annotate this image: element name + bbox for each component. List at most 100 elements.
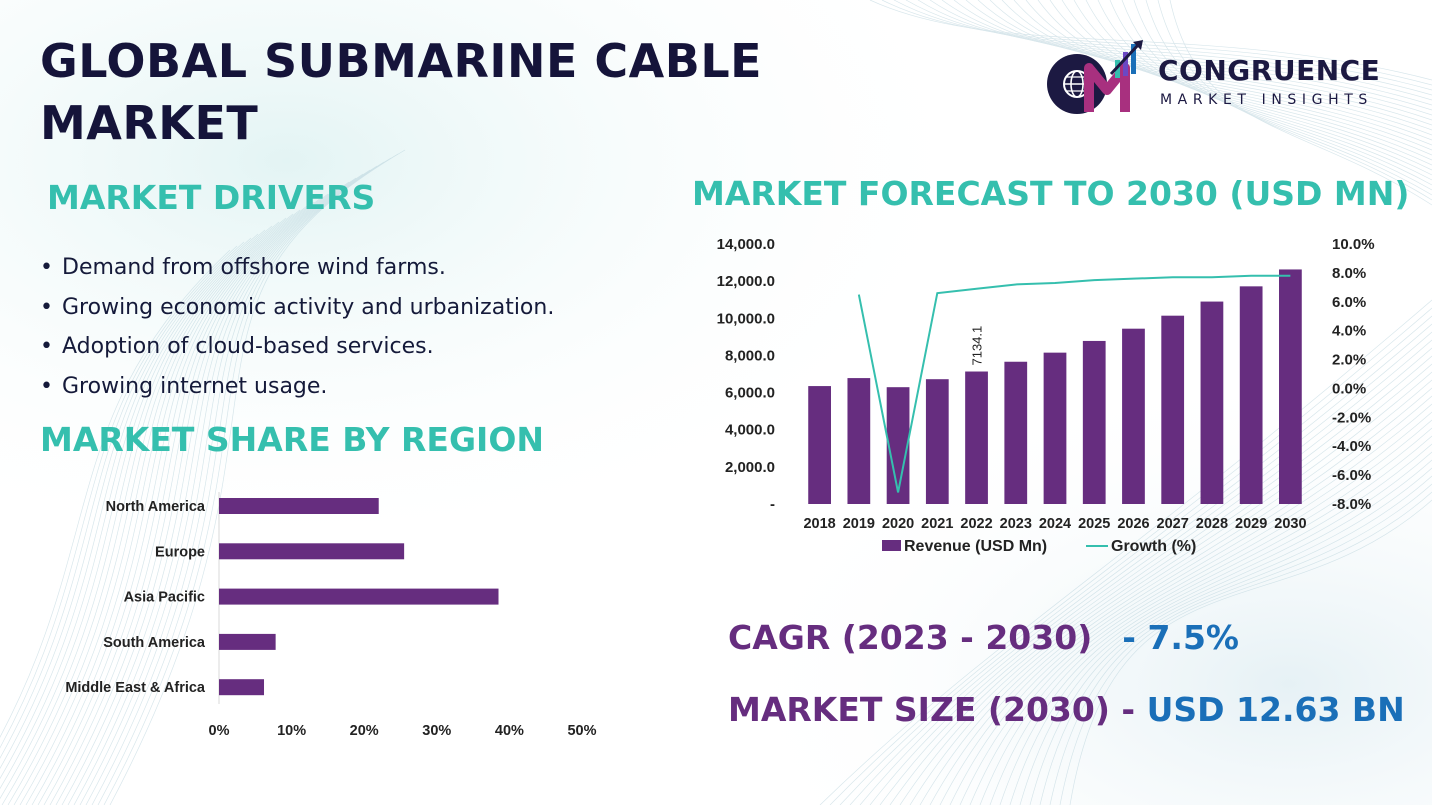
region-label: South America <box>103 635 206 651</box>
wave-line <box>917 0 1432 101</box>
wave-line <box>0 233 259 780</box>
wave-line <box>1133 0 1432 191</box>
driver-text: Growing economic activity and urbanizati… <box>62 294 555 320</box>
wave-line <box>939 395 1432 805</box>
wave-line <box>61 181 350 805</box>
page-title: GLOBAL SUBMARINE CABLE MARKET <box>40 34 763 150</box>
wave-line <box>941 0 1432 111</box>
logo-subtitle: MARKET INSIGHTS <box>1160 92 1373 108</box>
x-tick-label: 50% <box>567 723 596 739</box>
wave-line <box>899 363 1432 805</box>
wave-line <box>1049 483 1432 805</box>
legend-swatch-revenue <box>882 540 901 551</box>
wave-line <box>55 185 343 805</box>
wave-line <box>1049 0 1432 156</box>
wave-line <box>31 201 315 805</box>
wave-line <box>1001 0 1432 136</box>
wave-line <box>1061 0 1432 161</box>
bullet-icon: • <box>40 255 53 280</box>
bullet-icon: • <box>40 373 53 399</box>
cagr-value: - 7.5% <box>1122 618 1239 657</box>
cagr-stat: CAGR (2023 - 2030) - 7.5% <box>728 618 1239 657</box>
wave-line <box>869 339 1432 805</box>
driver-text: Demand from offshore wind farms. <box>62 255 446 280</box>
wave-line <box>79 169 371 805</box>
data-label: 7134.1 <box>970 326 985 366</box>
wave-line <box>0 241 245 759</box>
x-tick-label: 20% <box>350 723 379 739</box>
wave-line <box>859 331 1432 805</box>
wave-line <box>881 0 1432 86</box>
y-right-tick-label: 2.0% <box>1332 352 1366 369</box>
x-tick-label: 2020 <box>882 516 914 532</box>
revenue-bar <box>1161 315 1185 504</box>
wave-line <box>0 229 266 789</box>
region-bar <box>219 633 276 650</box>
wave-line <box>85 165 378 805</box>
y-left-tick-label: 6,000.0 <box>725 385 775 402</box>
y-left-tick-label: 12,000.0 <box>717 273 775 290</box>
legend-label-revenue: Revenue (USD Mn) <box>904 538 1047 555</box>
y-right-tick-label: 0.0% <box>1332 380 1366 397</box>
region-bar <box>219 679 265 696</box>
revenue-bar <box>1200 301 1224 504</box>
wave-line <box>1169 0 1432 206</box>
wave-line <box>969 419 1432 805</box>
y-left-tick-label: - <box>770 496 775 513</box>
revenue-bar <box>808 386 831 504</box>
region-label: Middle East & Africa <box>65 680 206 696</box>
wave-line <box>1 221 280 805</box>
list-item: • Adoption of cloud-based services. <box>40 329 554 369</box>
wave-line <box>1097 0 1432 176</box>
wave-line <box>989 435 1432 805</box>
cagr-label: CAGR (2023 - 2030) <box>728 618 1093 657</box>
wave-line <box>1059 491 1432 805</box>
wave-line <box>999 443 1432 805</box>
x-tick-label: 2026 <box>1117 516 1149 532</box>
wave-line <box>909 371 1432 805</box>
logo-name: CONGRUENCE <box>1158 54 1381 87</box>
wave-line <box>929 387 1432 805</box>
wave-line <box>839 315 1432 805</box>
wave-line <box>977 0 1432 126</box>
wave-line <box>949 403 1432 805</box>
wave-line <box>1037 0 1432 151</box>
drivers-list: • Demand from offshore wind farms. • Growi… <box>40 250 554 408</box>
y-right-tick-label: -8.0% <box>1332 496 1371 513</box>
revenue-bar <box>886 387 910 504</box>
wave-line <box>19 209 301 805</box>
region-bar <box>219 588 499 605</box>
bullet-icon: • <box>40 294 53 320</box>
y-left-tick-label: 14,000.0 <box>717 236 775 253</box>
x-tick-label: 2027 <box>1157 516 1189 532</box>
market-size-stat: MARKET SIZE (2030) - USD 12.63 BN <box>728 690 1405 729</box>
drivers-title: MARKET DRIVERS <box>47 178 376 217</box>
revenue-bar <box>965 371 988 504</box>
y-left-tick-label: 8,000.0 <box>725 347 775 364</box>
y-right-tick-label: -4.0% <box>1332 438 1371 455</box>
wave-line <box>1013 0 1432 141</box>
wave-line <box>73 173 364 805</box>
wave-line <box>829 307 1432 805</box>
wave-line <box>0 225 273 799</box>
revenue-bar <box>1279 269 1302 504</box>
revenue-bar <box>847 378 871 504</box>
x-tick-label: 2028 <box>1196 516 1228 532</box>
y-right-tick-label: 4.0% <box>1332 323 1366 340</box>
revenue-bar <box>1239 286 1263 504</box>
wave-line <box>7 217 287 805</box>
x-tick-label: 2018 <box>803 516 835 532</box>
growth-line <box>857 274 1291 493</box>
wave-line <box>109 149 406 805</box>
market-size-value: USD 12.63 BN <box>1146 690 1405 729</box>
wave-line <box>959 411 1432 805</box>
y-left-tick-label: 10,000.0 <box>717 310 775 327</box>
wave-line <box>849 323 1432 805</box>
y-right-tick-label: -6.0% <box>1332 467 1371 484</box>
wave-line <box>929 0 1432 106</box>
region-label: Asia Pacific <box>124 590 205 606</box>
wave-line <box>0 237 252 769</box>
x-tick-label: 2023 <box>1000 516 1032 532</box>
x-tick-label: 2024 <box>1039 516 1071 532</box>
